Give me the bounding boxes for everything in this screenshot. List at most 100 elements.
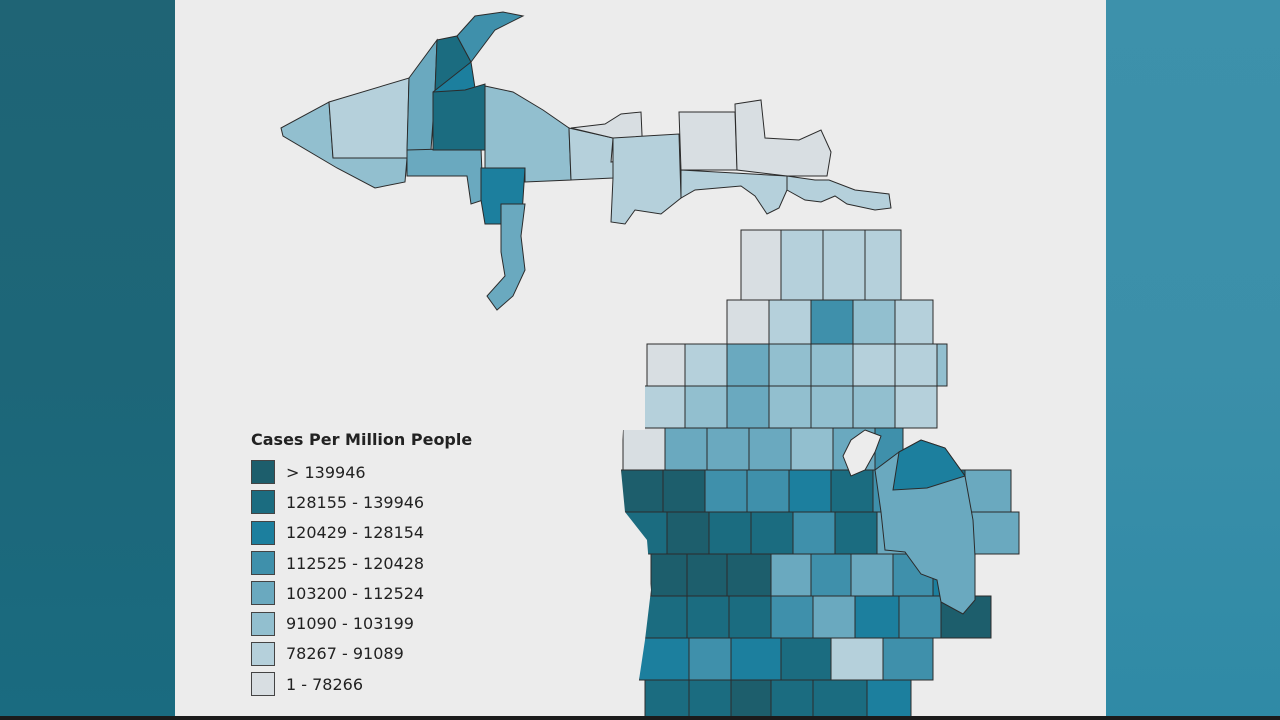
legend-swatch [251,672,275,697]
county-lp [770,595,814,639]
county-lp [894,299,934,345]
county-lp [810,299,854,345]
county-lp [740,229,782,311]
legend-item: 128155 - 139946 [251,487,511,517]
county-lp [812,679,868,716]
map-legend: Cases Per Million People > 139946 128155 … [251,430,511,699]
legend-label: 103200 - 112524 [286,583,425,603]
county-lp [706,427,750,471]
county-lp [746,469,790,513]
county-lp [662,469,706,513]
county-lp [830,637,884,681]
county-lp [852,343,896,387]
county-lp [792,511,836,555]
legend-label: 91090 - 103199 [286,614,414,634]
county-lp [646,343,686,387]
legend-label: 128155 - 139946 [286,492,425,512]
legend-item: 91090 - 103199 [251,608,511,638]
county-lp [780,229,824,311]
county-up-16 [678,111,738,171]
county-lp [882,637,934,681]
county-lp [644,679,690,716]
county-lp [640,385,686,429]
county-up-18 [734,99,832,177]
legend-items: > 139946 128155 - 139946 120429 - 128154 11… [251,457,511,699]
county-lp [852,299,896,345]
legend-label: > 139946 [286,462,366,482]
legend-label: 112525 - 120428 [286,553,425,573]
county-lp [622,427,666,471]
lower-peninsula [505,229,1020,716]
county-lp [726,553,772,597]
county-lp [620,469,664,513]
county-lp [898,595,942,639]
county-lp [688,637,732,681]
county-up-5 [456,11,525,63]
county-lp [864,229,902,311]
county-lp [704,469,748,513]
county-lp [780,637,832,681]
map-panel: Cases Per Million People > 139946 128155 … [175,0,1106,716]
county-lp [666,511,710,555]
county-lp [726,343,770,387]
county-lp [686,595,730,639]
legend-swatch [251,611,275,636]
saginaw-bay [842,429,882,477]
county-up-17 [680,169,788,215]
county-up-8 [406,147,484,205]
county-thumb [892,439,966,491]
county-lp [854,595,900,639]
county-lp [770,553,812,597]
county-lp [866,679,912,716]
legend-swatch [251,551,275,576]
legend-swatch [251,490,275,515]
county-lp [830,469,874,513]
county-lp [810,553,852,597]
legend-swatch [251,581,275,606]
legend-item: 1 - 78266 [251,669,511,699]
county-up-15 [610,133,682,225]
county-lp [688,679,732,716]
county-lp [684,343,728,387]
legend-item: > 139946 [251,457,511,487]
county-lp [852,385,896,429]
county-lp [894,343,938,387]
county-lp [790,427,834,471]
michigan-choropleth-map [280,11,1020,716]
county-lp [770,679,814,716]
county-lp [664,427,708,471]
county-lp [726,299,770,345]
county-lp [726,385,770,429]
county-lp [812,595,856,639]
legend-item: 103200 - 112524 [251,578,511,608]
county-lp [686,553,728,597]
county-lp [750,511,794,555]
county-up-11 [486,203,526,311]
county-lp [684,385,728,429]
legend-label: 120429 - 128154 [286,523,425,543]
legend-swatch [251,520,275,545]
legend-swatch [251,641,275,666]
county-lp [730,679,772,716]
county-lp [748,427,792,471]
legend-label: 78267 - 91089 [286,644,404,664]
county-lp [964,469,1012,513]
county-lp [728,595,772,639]
legend-item: 112525 - 120428 [251,548,511,578]
upper-peninsula [280,11,892,311]
county-lp [810,343,854,387]
county-lp [638,637,690,681]
county-lp [768,343,812,387]
legend-title: Cases Per Million People [251,430,473,449]
county-lp [644,595,688,639]
legend-swatch [251,460,275,485]
county-lp [850,553,894,597]
legend-label: 1 - 78266 [286,674,364,694]
county-up-19 [786,175,892,211]
county-up-12 [484,85,572,183]
county-up-2 [328,77,410,159]
county-lp [822,229,866,311]
county-lp [768,299,812,345]
video-bottom-strip [0,716,1280,720]
county-up-9 [432,83,486,151]
